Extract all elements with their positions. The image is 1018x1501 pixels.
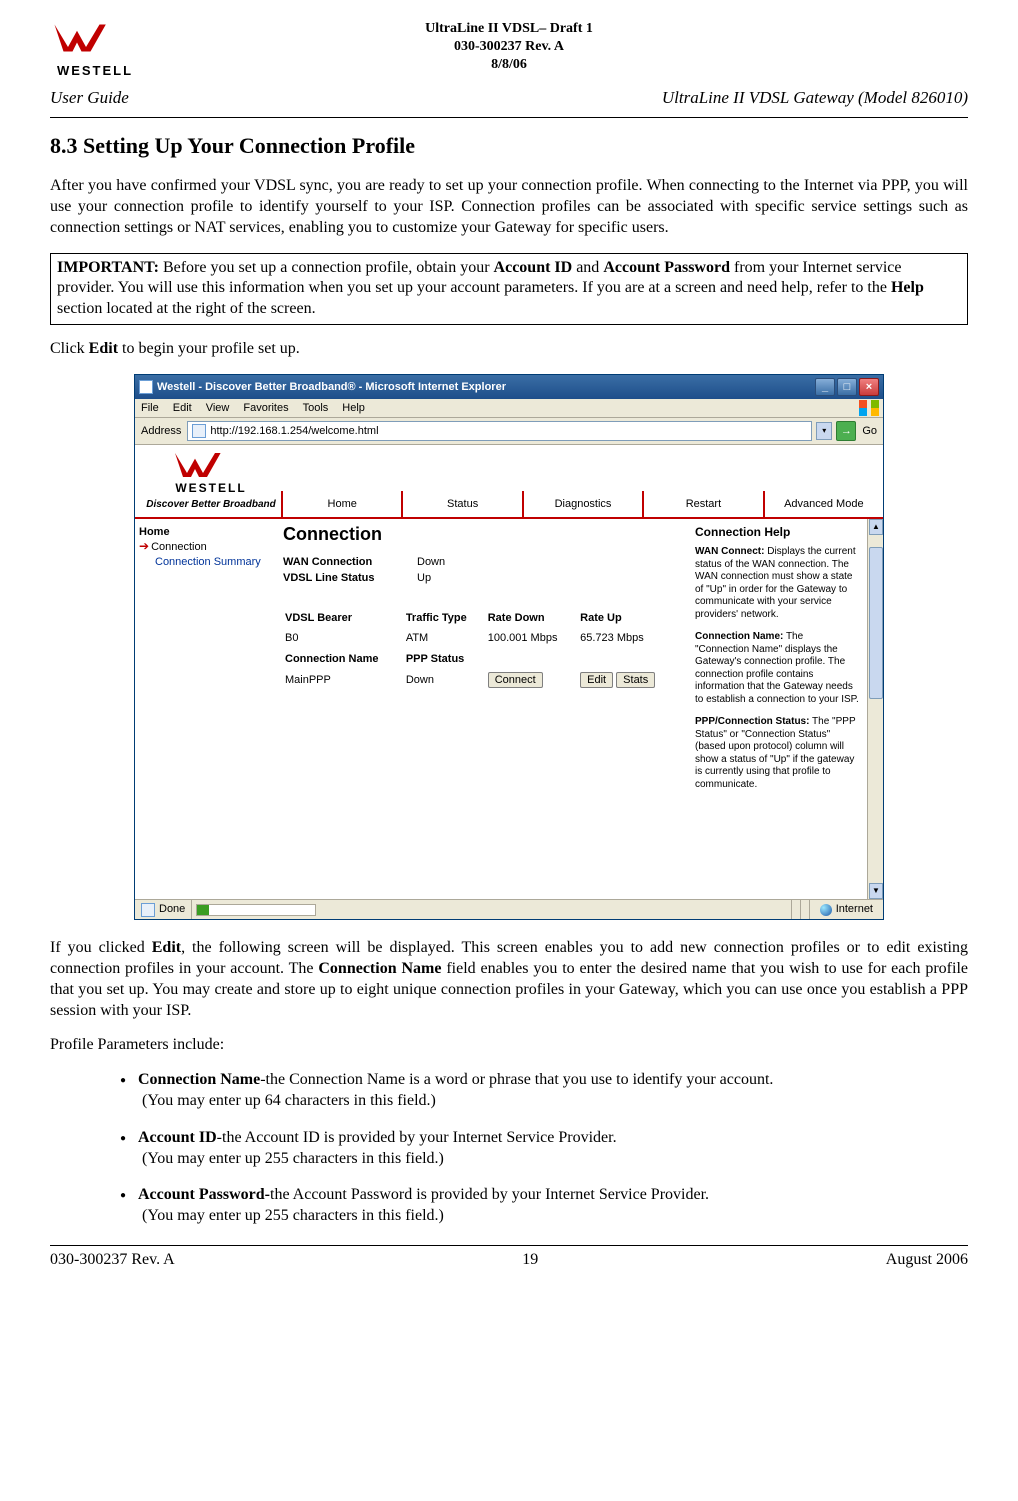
address-label: Address (141, 424, 181, 438)
nav-tabs: Home Status Diagnostics Restart Advanced… (281, 449, 883, 517)
footer-right: August 2006 (886, 1250, 968, 1271)
progress-bar (196, 904, 316, 916)
addressbar: Address http://192.168.1.254/welcome.htm… (135, 418, 883, 445)
westell-logo: WESTELL (50, 20, 140, 80)
arrow-icon: ➔ (139, 539, 149, 555)
important-box: IMPORTANT: Before you set up a connectio… (50, 253, 968, 325)
wan-connection-value: Down (417, 555, 445, 569)
statusbar: Done Internet (135, 899, 883, 919)
ie-window: Westell - Discover Better Broadband® - M… (134, 374, 884, 920)
stats-button[interactable]: Stats (616, 672, 655, 688)
sidebar-item-connection[interactable]: ➔ Connection (139, 539, 271, 555)
titlebar: Westell - Discover Better Broadband® - M… (135, 375, 883, 399)
tab-diagnostics[interactable]: Diagnostics (522, 491, 642, 517)
document-header: WESTELL UltraLine II VDSL– Draft 1 030-3… (50, 20, 968, 75)
header-rule (50, 117, 968, 118)
footer-page: 19 (522, 1250, 538, 1271)
wan-connection-label: WAN Connection (283, 555, 393, 569)
important-label: IMPORTANT: (57, 259, 159, 276)
window-title: Westell - Discover Better Broadband® - M… (157, 380, 506, 394)
help-panel: Connection Help WAN Connect: Displays th… (687, 519, 867, 899)
scroll-down-icon[interactable]: ▼ (869, 883, 883, 899)
footer: 030-300237 Rev. A 19 August 2006 (50, 1245, 968, 1271)
click-edit-line: Click Edit to begin your profile set up. (50, 339, 968, 360)
tab-advanced[interactable]: Advanced Mode (763, 491, 883, 517)
after-edit-paragraph: If you clicked Edit, the following scree… (50, 938, 968, 1021)
header-line-2: 030-300237 Rev. A (50, 38, 968, 56)
section-title: 8.3 Setting Up Your Connection Profile (50, 132, 968, 161)
status-section (791, 900, 800, 919)
url-text: http://192.168.1.254/welcome.html (210, 424, 378, 438)
intro-paragraph: After you have confirmed your VDSL sync,… (50, 176, 968, 238)
menu-view[interactable]: View (206, 401, 230, 415)
windows-flag-icon (859, 400, 879, 416)
logo-text: WESTELL (50, 63, 140, 80)
go-label: Go (862, 424, 877, 438)
status-section (800, 900, 809, 919)
page-icon (192, 424, 206, 438)
profile-params-list: Connection Name-the Connection Name is a… (120, 1070, 948, 1227)
table-row: MainPPP Down Connect Edit Stats (285, 670, 677, 690)
go-button[interactable]: → (836, 421, 856, 441)
vdsl-line-status-label: VDSL Line Status (283, 571, 393, 585)
minimize-button[interactable]: _ (815, 378, 835, 396)
menubar: File Edit View Favorites Tools Help (135, 399, 883, 418)
ie-icon (139, 380, 153, 394)
list-item: Account ID-the Account ID is provided by… (120, 1128, 948, 1170)
vertical-scrollbar[interactable]: ▲ ▼ (867, 519, 883, 899)
address-dropdown[interactable]: ▾ (816, 422, 832, 440)
brand-slogan: Discover Better Broadband (146, 498, 275, 511)
header-line-1: UltraLine II VDSL– Draft 1 (50, 20, 968, 38)
sidebar-item-connection-summary[interactable]: Connection Summary (155, 555, 271, 569)
tab-restart[interactable]: Restart (642, 491, 762, 517)
scroll-up-icon[interactable]: ▲ (869, 519, 883, 535)
internet-icon (820, 904, 832, 916)
profile-params-label: Profile Parameters include: (50, 1035, 968, 1056)
menu-favorites[interactable]: Favorites (243, 401, 288, 415)
header-line-3: 8/8/06 (50, 56, 968, 74)
scroll-thumb[interactable] (869, 547, 883, 699)
menu-edit[interactable]: Edit (173, 401, 192, 415)
vdsl-line-status-value: Up (417, 571, 431, 585)
main-area: Connection WAN Connection Down VDSL Line … (275, 519, 687, 899)
menu-help[interactable]: Help (342, 401, 365, 415)
user-guide-label: User Guide (50, 87, 129, 109)
menu-file[interactable]: File (141, 401, 159, 415)
connect-button[interactable]: Connect (488, 672, 543, 688)
model-label: UltraLine II VDSL Gateway (Model 826010) (662, 87, 968, 109)
bearer-table: VDSL Bearer Traffic Type Rate Down Rate … (283, 607, 679, 692)
sidebar-head-home: Home (139, 525, 271, 539)
brand-bar: WESTELL Discover Better Broadband Home S… (135, 445, 883, 519)
menu-tools[interactable]: Tools (303, 401, 329, 415)
page-title: Connection (283, 523, 679, 546)
footer-left: 030-300237 Rev. A (50, 1250, 175, 1271)
help-title: Connection Help (695, 525, 859, 540)
status-done: Done (159, 902, 185, 916)
done-icon (141, 903, 155, 917)
westell-logo-icon (171, 449, 251, 481)
tab-status[interactable]: Status (401, 491, 521, 517)
list-item: Connection Name-the Connection Name is a… (120, 1070, 948, 1112)
address-field[interactable]: http://192.168.1.254/welcome.html (187, 421, 812, 441)
maximize-button[interactable]: □ (837, 378, 857, 396)
close-button[interactable]: × (859, 378, 879, 396)
status-internet: Internet (836, 902, 873, 916)
list-item: Account Password-the Account Password is… (120, 1185, 948, 1227)
edit-button[interactable]: Edit (580, 672, 613, 688)
tab-home[interactable]: Home (281, 491, 401, 517)
sidebar: Home ➔ Connection Connection Summary (135, 519, 275, 899)
table-row: B0 ATM 100.001 Mbps 65.723 Mbps (285, 629, 677, 647)
